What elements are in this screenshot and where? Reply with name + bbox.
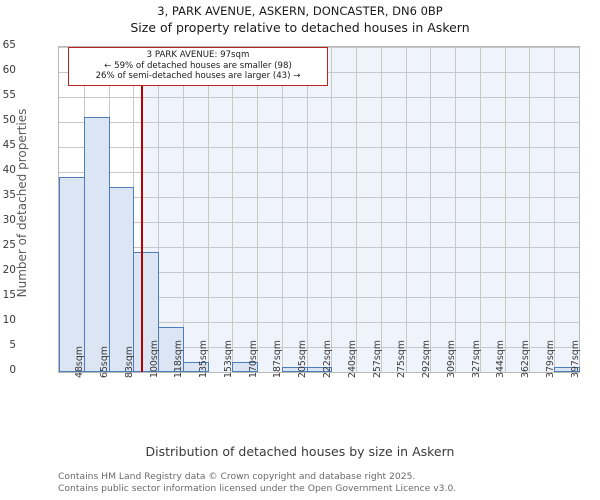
y-tick-label: 35 bbox=[2, 189, 16, 201]
y-tick-label: 0 bbox=[9, 364, 16, 376]
gridline-horizontal bbox=[59, 147, 579, 148]
y-axis-label: Number of detached properties bbox=[15, 108, 29, 298]
x-tick-label: 362sqm bbox=[520, 340, 532, 378]
gridline-horizontal bbox=[59, 122, 579, 123]
histogram-bar bbox=[84, 117, 110, 372]
y-tick-label: 10 bbox=[2, 314, 16, 326]
y-tick-label: 25 bbox=[2, 239, 16, 251]
y-tick-label: 20 bbox=[2, 264, 16, 276]
x-tick-label: 275sqm bbox=[396, 340, 408, 378]
gridline-vertical bbox=[430, 47, 431, 372]
page-title: 3, PARK AVENUE, ASKERN, DONCASTER, DN6 0… bbox=[157, 4, 443, 18]
gridline-vertical bbox=[208, 47, 209, 372]
x-tick-label: 83sqm bbox=[123, 346, 135, 378]
x-tick-label: 222sqm bbox=[322, 340, 333, 378]
x-tick-label: 187sqm bbox=[272, 340, 284, 378]
histogram-bar bbox=[109, 187, 134, 372]
gridline-vertical bbox=[529, 47, 530, 372]
histogram-bar bbox=[158, 327, 184, 372]
y-tick-label: 5 bbox=[9, 339, 16, 351]
x-axis-label: Distribution of detached houses by size … bbox=[145, 444, 455, 459]
histogram-bar bbox=[133, 252, 159, 372]
x-tick-label: 100sqm bbox=[148, 340, 160, 378]
x-tick-label: 327sqm bbox=[470, 340, 482, 378]
x-tick-label: 153sqm bbox=[222, 340, 234, 378]
attribution-footer: Contains HM Land Registry data © Crown c… bbox=[58, 471, 456, 494]
property-annotation-box: 3 PARK AVENUE: 97sqm ← 59% of detached h… bbox=[68, 47, 328, 86]
gridline-vertical bbox=[381, 47, 382, 372]
gridline-horizontal bbox=[59, 97, 579, 98]
plot-area bbox=[58, 46, 580, 373]
y-tick-label: 30 bbox=[2, 214, 16, 226]
x-tick-label: 48sqm bbox=[74, 346, 86, 378]
x-tick-label: 118sqm bbox=[173, 340, 185, 378]
y-tick-label: 40 bbox=[2, 164, 16, 176]
x-tick-label: 205sqm bbox=[297, 340, 309, 378]
gridline-vertical bbox=[554, 47, 555, 372]
x-tick-label: 240sqm bbox=[346, 340, 358, 378]
gridline-vertical bbox=[331, 47, 332, 372]
x-tick-label: 292sqm bbox=[421, 340, 433, 378]
x-tick-label: 257sqm bbox=[371, 340, 383, 378]
gridline-horizontal bbox=[59, 172, 579, 173]
gridline-vertical bbox=[183, 47, 184, 372]
histogram-bar bbox=[59, 177, 85, 372]
histogram-bar bbox=[307, 367, 332, 372]
x-tick-label: 397sqm bbox=[569, 340, 581, 378]
gridline-vertical bbox=[307, 47, 308, 372]
y-tick-label: 55 bbox=[2, 89, 16, 101]
x-tick-label: 344sqm bbox=[495, 340, 507, 378]
footer-line-1: Contains HM Land Registry data © Crown c… bbox=[58, 471, 416, 482]
x-tick-label: 170sqm bbox=[247, 340, 259, 378]
gridline-horizontal bbox=[59, 272, 579, 273]
chart-subtitle: Size of property relative to detached ho… bbox=[130, 20, 470, 35]
gridline-horizontal bbox=[59, 222, 579, 223]
annotation-line-3: 26% of semi-detached houses are larger (… bbox=[95, 71, 301, 82]
y-tick-label: 15 bbox=[2, 289, 16, 301]
x-tick-label: 65sqm bbox=[99, 346, 111, 378]
histogram-bar bbox=[183, 362, 209, 372]
gridline-vertical bbox=[455, 47, 456, 372]
footer-line-2: Contains public sector information licen… bbox=[58, 482, 457, 494]
property-marker-line bbox=[141, 47, 144, 372]
gridline-vertical bbox=[257, 47, 258, 372]
gridline-horizontal bbox=[59, 297, 579, 298]
y-tick-label: 65 bbox=[2, 39, 16, 51]
gridline-horizontal bbox=[59, 247, 579, 248]
annotation-line-1: 3 PARK AVENUE: 97sqm bbox=[146, 50, 250, 60]
y-tick-label: 50 bbox=[2, 114, 16, 126]
gridline-vertical bbox=[356, 47, 357, 372]
histogram-bar bbox=[232, 362, 258, 372]
x-tick-label: 135sqm bbox=[198, 340, 210, 378]
gridline-vertical bbox=[158, 47, 159, 372]
annotation-line-2: ← 59% of detached houses are smaller (98… bbox=[104, 60, 292, 71]
histogram-bar bbox=[554, 367, 580, 372]
gridline-horizontal bbox=[59, 322, 579, 323]
gridline-horizontal bbox=[59, 197, 579, 198]
y-tick-label: 45 bbox=[2, 139, 16, 151]
gridline-vertical bbox=[282, 47, 283, 372]
y-tick-label: 60 bbox=[2, 64, 16, 76]
x-tick-label: 309sqm bbox=[445, 340, 457, 378]
x-tick-label: 379sqm bbox=[544, 340, 556, 378]
gridline-horizontal bbox=[59, 347, 579, 348]
gridline-vertical bbox=[480, 47, 481, 372]
gridline-vertical bbox=[406, 47, 407, 372]
gridline-vertical bbox=[232, 47, 233, 372]
chart-title-block: 3, PARK AVENUE, ASKERN, DONCASTER, DN6 0… bbox=[0, 4, 600, 36]
gridline-vertical bbox=[505, 47, 506, 372]
